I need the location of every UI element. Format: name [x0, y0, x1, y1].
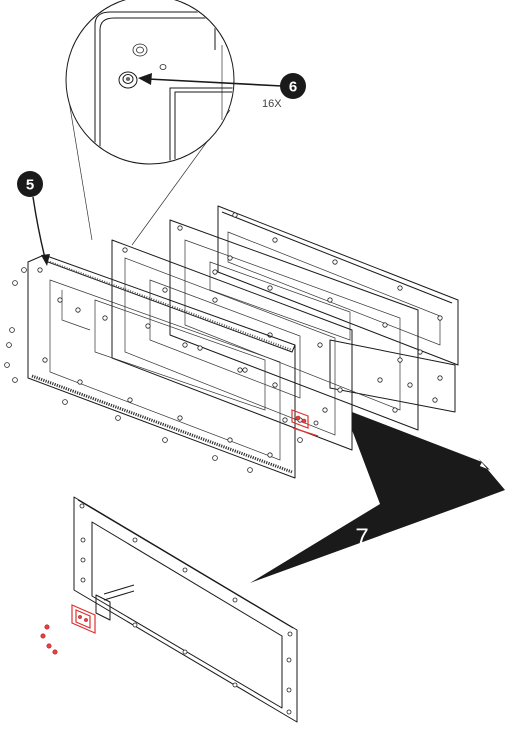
step-6-number: 6 — [289, 79, 297, 96]
power-inlet — [71, 584, 135, 634]
step-7-arrow: 7 — [250, 412, 505, 583]
step-5-number: 5 — [26, 177, 34, 194]
highlighted-bracket — [291, 409, 319, 437]
step-5-badge — [17, 171, 43, 197]
callout-step-6: 6 16X — [138, 73, 306, 110]
inner-frame-panel — [111, 239, 353, 451]
middle-frame-panel — [169, 219, 419, 431]
callout-step-5: 5 — [17, 171, 50, 266]
front-faceplate — [40, 496, 298, 723]
standoff-detail-lower — [118, 71, 138, 89]
screws-left — [4, 267, 303, 473]
red-screws — [40, 624, 58, 655]
detail-magnifier — [65, 0, 235, 246]
front-vent-panel — [27, 254, 296, 479]
quantity-label: 16X — [262, 98, 282, 110]
standoff-detail-upper — [132, 43, 148, 57]
step-6-badge — [280, 73, 306, 99]
step-7-number: 7 — [355, 524, 368, 551]
panel-stack — [4, 205, 459, 479]
rear-panel — [217, 205, 459, 413]
